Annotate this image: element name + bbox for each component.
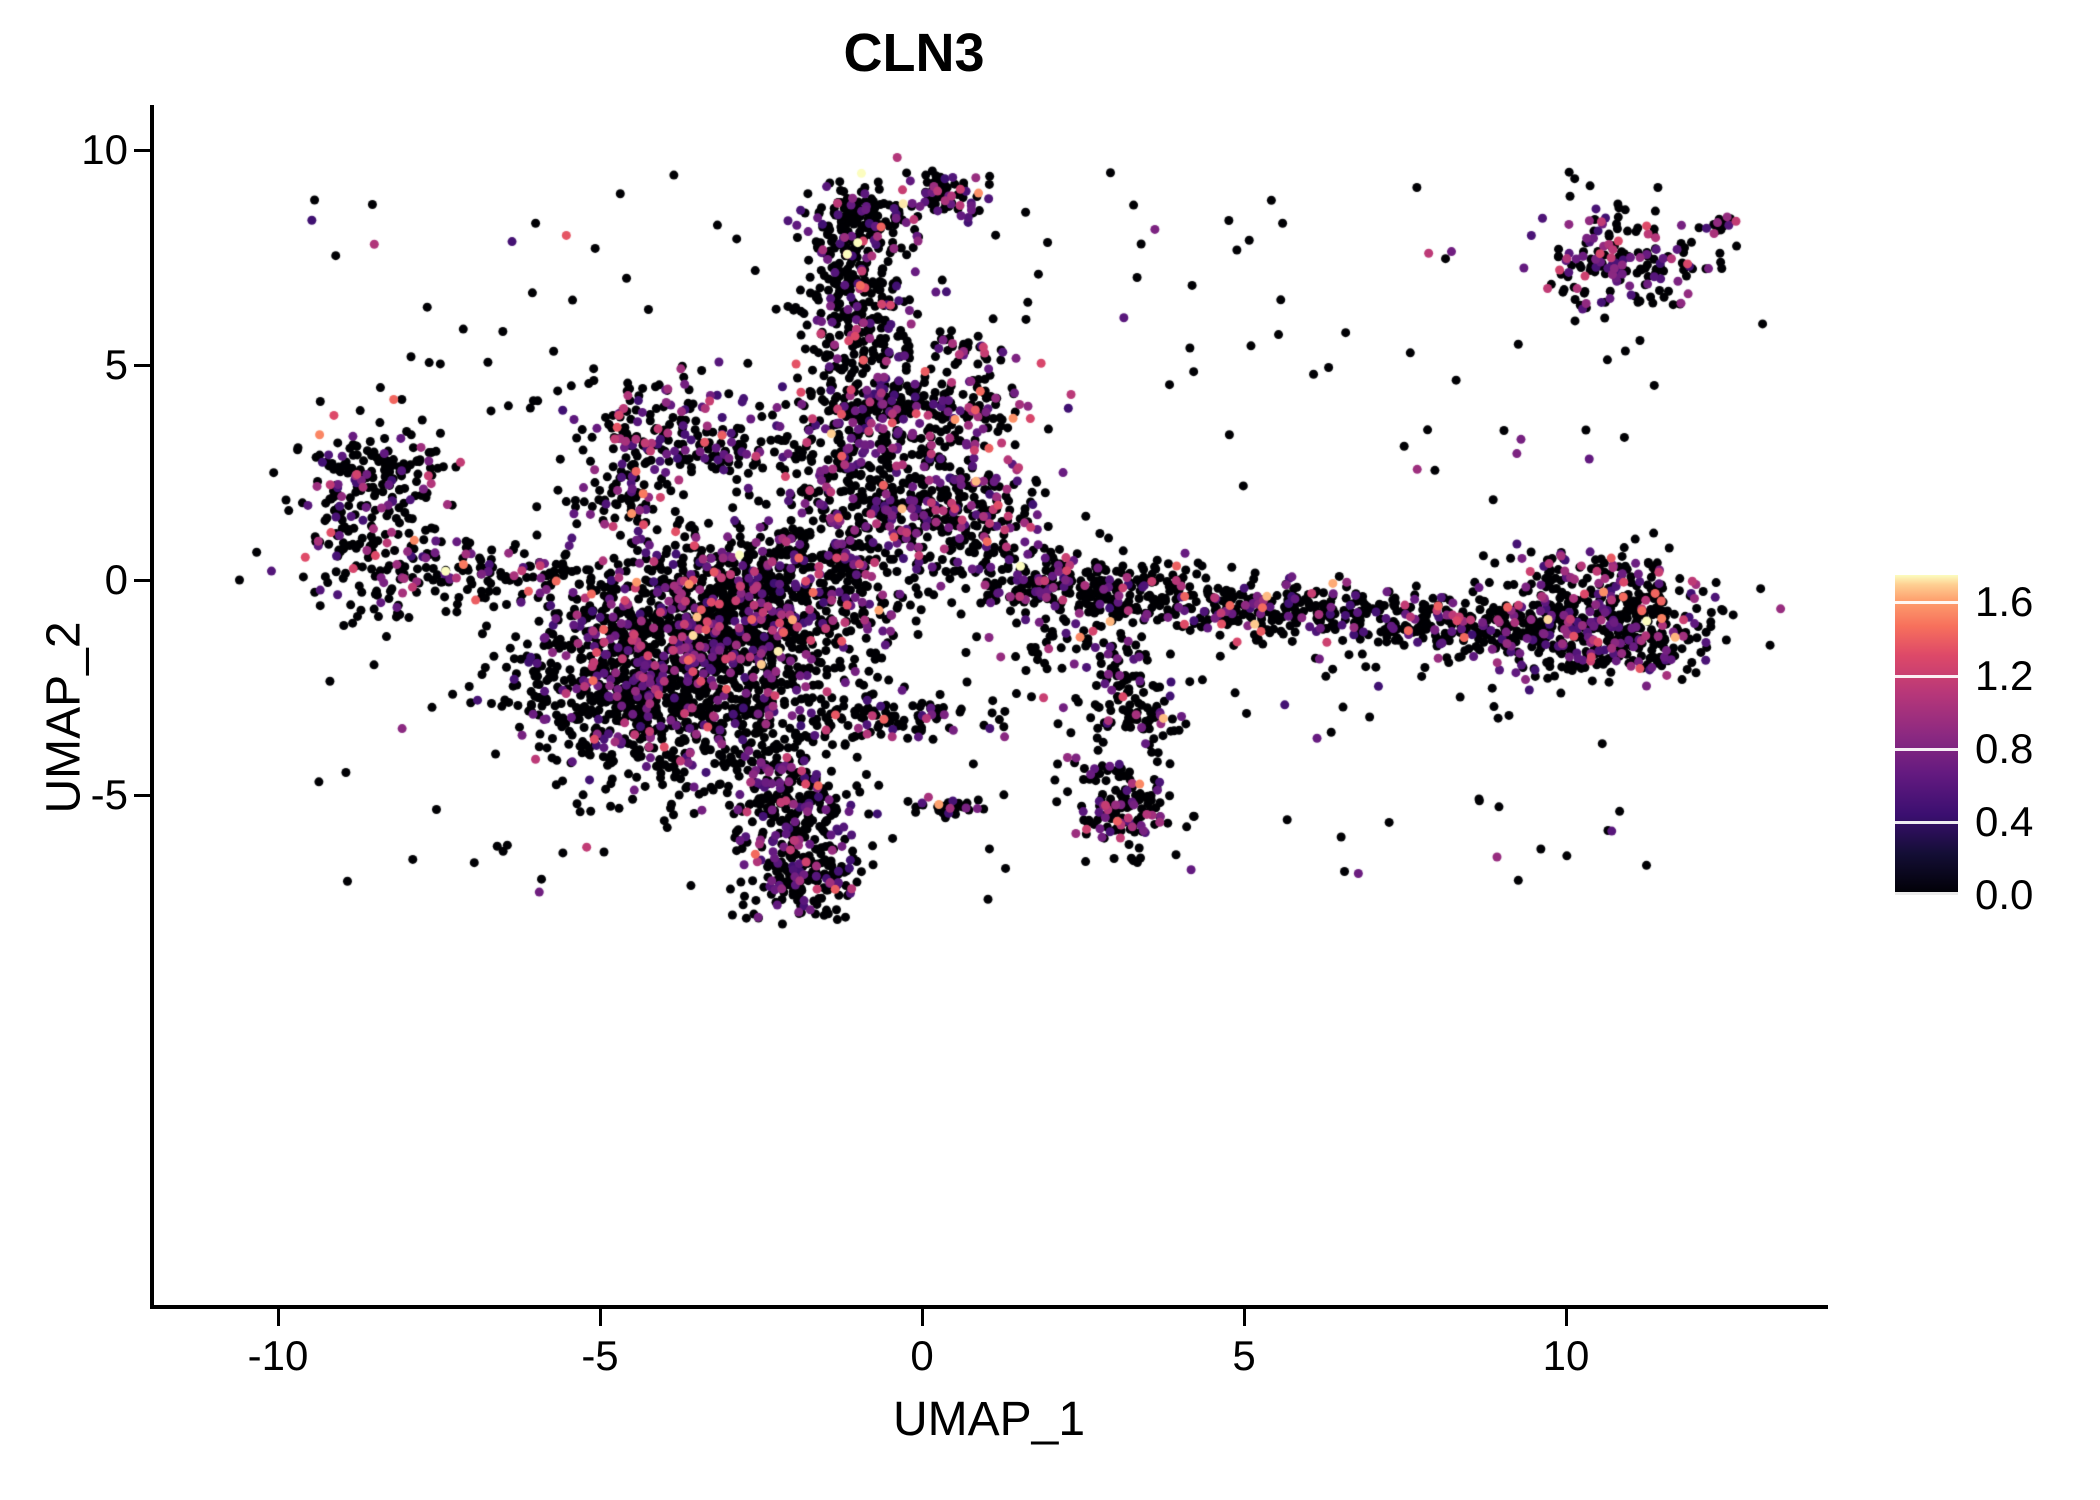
x-tick-label: 5 (1232, 1332, 1256, 1379)
y-tick-mark (134, 579, 150, 582)
x-tick-label: 10 (1542, 1332, 1590, 1379)
y-tick-label: -5 (90, 771, 128, 818)
colorbar-tick-label: 1.2 (1975, 651, 2034, 699)
colorbar-tick-mark (1895, 674, 1958, 678)
x-tick-mark (277, 1309, 280, 1326)
x-tick-label: -5 (581, 1332, 619, 1379)
x-tick-label: 0 (910, 1332, 934, 1379)
page-title: CLN3 (843, 23, 985, 83)
x-tick-mark (599, 1309, 602, 1326)
x-tick-label: -10 (247, 1332, 309, 1379)
scatter-points-canvas (150, 105, 1828, 1305)
y-tick-label: 10 (81, 126, 128, 173)
y-tick-mark (134, 794, 150, 797)
scatter-plot-panel (150, 105, 1828, 1305)
colorbar-tick-mark (1895, 601, 1958, 605)
x-axis-line (150, 1305, 1828, 1309)
y-tick-mark (134, 364, 150, 367)
colorbar-tick-label: 1.6 (1975, 578, 2034, 626)
y-tick-label: 5 (104, 341, 128, 388)
colorbar-legend: 0.0 0.4 0.8 1.2 1.6 (1895, 575, 2095, 918)
colorbar-tick-label: 0.4 (1975, 797, 2034, 845)
y-tick-label: 0 (104, 556, 128, 603)
colorbar-tick-mark (1895, 747, 1958, 751)
y-tick-mark (134, 149, 150, 152)
x-tick-mark (921, 1309, 924, 1326)
colorbar-gradient (1895, 575, 1958, 895)
y-axis-line (150, 105, 154, 1305)
colorbar-tick-label: 0.8 (1975, 724, 2034, 772)
colorbar-tick-mark (1895, 820, 1958, 824)
colorbar-tick-mark (1895, 892, 1958, 895)
x-tick-mark (1243, 1309, 1246, 1326)
colorbar-tick-label: 0.0 (1975, 871, 2034, 918)
x-axis-title: UMAP_1 (892, 1393, 1086, 1446)
x-tick-mark (1565, 1309, 1568, 1326)
y-axis-title: UMAP_2 (37, 621, 91, 814)
